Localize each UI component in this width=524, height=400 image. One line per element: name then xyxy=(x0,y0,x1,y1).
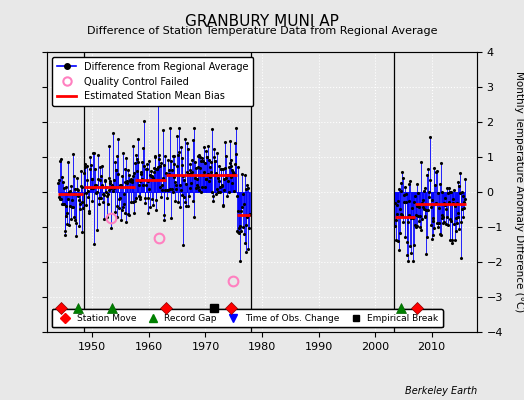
Text: Difference of Station Temperature Data from Regional Average: Difference of Station Temperature Data f… xyxy=(87,26,437,36)
Text: Berkeley Earth: Berkeley Earth xyxy=(405,386,477,396)
Legend: Station Move, Record Gap, Time of Obs. Change, Empirical Break: Station Move, Record Gap, Time of Obs. C… xyxy=(52,310,443,328)
Text: GRANBURY MUNI AP: GRANBURY MUNI AP xyxy=(185,14,339,29)
Y-axis label: Monthly Temperature Anomaly Difference (°C): Monthly Temperature Anomaly Difference (… xyxy=(514,71,524,313)
